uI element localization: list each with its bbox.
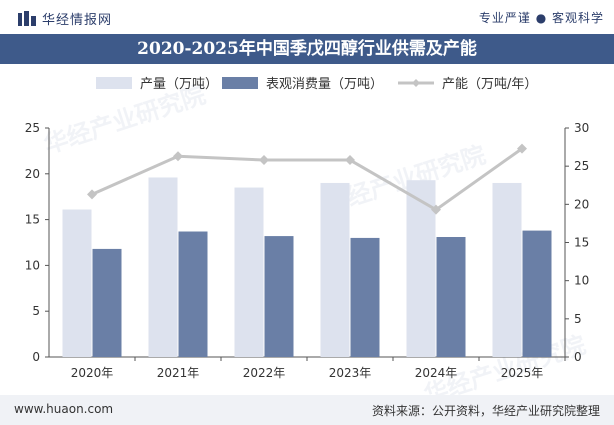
bar-production bbox=[406, 180, 436, 357]
brand-logo-icon bbox=[18, 10, 36, 26]
legend-item-capacity: 产能（万吨/年） bbox=[398, 73, 537, 92]
bar-consumption bbox=[522, 230, 552, 357]
y-right-tick-label: 20 bbox=[574, 197, 589, 211]
x-tick-label: 2025年 bbox=[501, 366, 544, 380]
legend-label-consumption: 表观消费量（万吨） bbox=[266, 77, 384, 92]
point-capacity bbox=[345, 155, 355, 166]
footer: www.huaon.com 资料来源：公开资料，华经产业研究院整理 bbox=[0, 395, 614, 425]
bar-production bbox=[234, 187, 264, 357]
y-right-tick-label: 30 bbox=[574, 121, 589, 135]
title-bar: 2020-2025年中国季戊四醇行业供需及产能 bbox=[0, 34, 614, 64]
y-right-tick-label: 25 bbox=[574, 159, 589, 173]
legend-label-capacity: 产能（万吨/年） bbox=[442, 77, 538, 92]
bar-production bbox=[320, 182, 350, 357]
x-tick-label: 2021年 bbox=[157, 366, 200, 380]
x-tick-label: 2023年 bbox=[329, 366, 372, 380]
line-capacity bbox=[91, 147, 523, 212]
point-capacity bbox=[87, 189, 97, 200]
y-left-tick-label: 15 bbox=[25, 213, 40, 227]
bar-production bbox=[62, 209, 92, 357]
x-tick-label: 2022年 bbox=[243, 366, 286, 380]
point-capacity bbox=[517, 143, 527, 154]
y-left-tick-label: 10 bbox=[25, 258, 40, 272]
legend-line-capacity bbox=[398, 78, 434, 87]
y-left-tick-label: 20 bbox=[25, 167, 40, 181]
slogan: 专业严谨 ● 客观科学 bbox=[478, 11, 604, 25]
brand-name: 华经情报网 bbox=[42, 13, 113, 28]
bar-consumption bbox=[264, 236, 294, 357]
y-left-tick-label: 5 bbox=[32, 304, 40, 318]
legend-swatch-consumption bbox=[222, 76, 258, 89]
point-capacity bbox=[173, 151, 183, 162]
y-right-tick-label: 10 bbox=[574, 274, 589, 288]
brand: 华经情报网 bbox=[18, 9, 112, 28]
y-left-tick-label: 0 bbox=[32, 350, 40, 364]
y-right-tick-label: 15 bbox=[574, 236, 589, 250]
bar-production bbox=[148, 177, 178, 357]
footer-website: www.huaon.com bbox=[14, 402, 114, 416]
chart-title: 2020-2025年中国季戊四醇行业供需及产能 bbox=[137, 39, 477, 59]
bar-production bbox=[492, 182, 522, 357]
point-capacity bbox=[259, 155, 269, 166]
footer-source: 资料来源：公开资料，华经产业研究院整理 bbox=[371, 404, 600, 418]
legend-item-consumption: 表观消费量（万吨） bbox=[222, 73, 383, 92]
x-tick-label: 2024年 bbox=[415, 366, 458, 380]
legend-item-production: 产量（万吨） bbox=[96, 73, 218, 92]
bar-consumption bbox=[350, 237, 380, 357]
y-right-tick-label: 0 bbox=[574, 350, 582, 364]
x-tick-label: 2020年 bbox=[71, 366, 114, 380]
point-capacity bbox=[431, 204, 441, 215]
chart-plot: 0 5 10 15 20 25 0 5 10 15 20 25 30 2020年 2021年 2022年 202… bbox=[25, 121, 590, 380]
bar-consumption bbox=[92, 248, 122, 357]
y-left-tick-label: 25 bbox=[25, 121, 40, 135]
legend-label-production: 产量（万吨） bbox=[140, 77, 219, 92]
top-bar: 华经情报网 专业严谨 ● 客观科学 bbox=[0, 0, 614, 34]
chart-legend: 产量（万吨） 表观消费量（万吨） 产能（万吨/年） bbox=[0, 73, 614, 93]
legend-swatch-production bbox=[96, 76, 132, 89]
bar-consumption bbox=[178, 231, 208, 357]
y-right-tick-label: 5 bbox=[574, 312, 582, 326]
bar-consumption bbox=[436, 237, 466, 357]
